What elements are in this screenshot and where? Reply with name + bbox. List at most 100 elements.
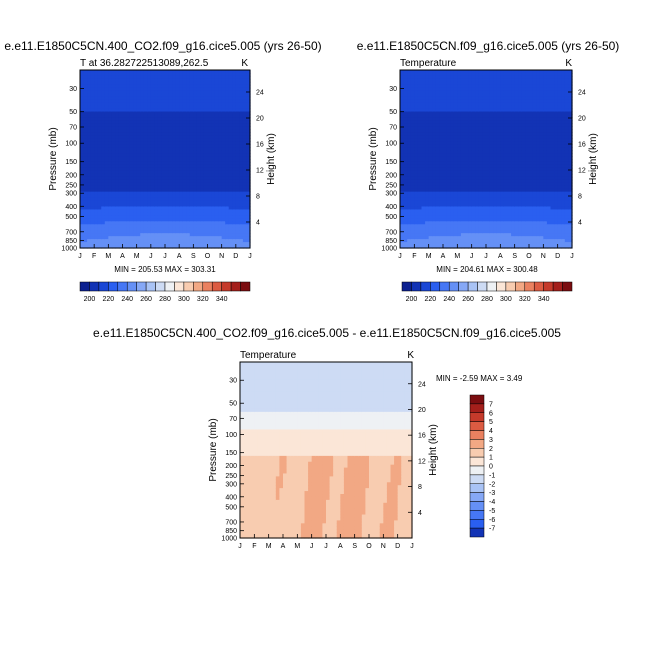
field-cell [133, 141, 138, 145]
field-cell [168, 239, 173, 243]
field-cell [90, 123, 95, 127]
field-cell [179, 120, 184, 124]
field-cell [101, 233, 106, 237]
field-cell [150, 153, 155, 157]
field-cell [80, 123, 85, 127]
field-cell [175, 147, 180, 151]
field-cell [154, 236, 159, 240]
field-cell [129, 203, 134, 208]
field-cell [165, 123, 170, 127]
field-cell [115, 221, 120, 225]
field-cell [161, 144, 166, 148]
field-cell [115, 159, 120, 163]
field-cell [111, 102, 117, 107]
field-cell [118, 245, 124, 249]
field-cell [101, 75, 106, 80]
field-cell [83, 197, 88, 202]
field-cell [122, 203, 127, 208]
field-cell [140, 126, 145, 130]
field-cell [172, 206, 177, 211]
field-cell [87, 129, 92, 133]
field-cell [175, 150, 180, 154]
field-cell [165, 84, 170, 89]
field-cell [172, 138, 177, 142]
field-cell [175, 135, 180, 139]
field-cell [97, 173, 102, 178]
field-cell [108, 99, 113, 104]
field-cell [115, 236, 120, 240]
field-cell [94, 236, 99, 240]
field-cell [157, 179, 163, 184]
field-cell [111, 90, 117, 95]
field-cell [147, 138, 152, 142]
field-cell [161, 239, 166, 243]
field-cell [108, 170, 113, 175]
field-cell [108, 218, 113, 222]
field-cell [111, 185, 117, 190]
field-cell [175, 215, 180, 219]
field-cell [165, 117, 170, 122]
field-cell [140, 70, 145, 74]
field-cell [94, 96, 99, 101]
field-cell [168, 114, 173, 119]
field-cell [126, 105, 131, 110]
field-cell [172, 96, 177, 101]
field-cell [129, 90, 134, 95]
field-cell [115, 150, 120, 154]
field-cell [101, 230, 106, 234]
field-cell [172, 90, 177, 95]
field-cell [108, 75, 113, 80]
field-cell [172, 215, 177, 219]
field-cell [115, 153, 120, 157]
panel-2: e.e11.E1850C5CN.f09_g16.cice5.005 (yrs 2… [357, 39, 620, 303]
field-cell [179, 126, 184, 130]
field-cell [140, 135, 145, 139]
field-cell [165, 141, 170, 145]
field-cell [80, 182, 85, 187]
field-cell [179, 200, 184, 205]
field-cell [101, 197, 106, 202]
field-cell [83, 179, 88, 184]
field-cell [157, 203, 163, 208]
field-cell [143, 224, 148, 228]
field-cell [154, 147, 159, 151]
field-cell [111, 176, 117, 181]
panel-1-minmax: MIN = 205.53 MAX = 303.31 [114, 265, 216, 274]
field-cell [108, 120, 113, 124]
field-cell [179, 188, 184, 193]
field-cell [80, 105, 85, 110]
field-cell [122, 164, 127, 169]
field-cell [87, 78, 92, 83]
y-tick-label: 500 [65, 214, 77, 221]
field-cell [108, 129, 113, 133]
field-cell [80, 84, 85, 89]
field-cell [90, 114, 95, 119]
field-cell [111, 78, 117, 83]
field-cell [154, 153, 159, 157]
field-cell [94, 245, 99, 249]
field-cell [80, 206, 85, 211]
field-cell [136, 138, 141, 142]
field-cell [126, 185, 131, 190]
field-cell [83, 144, 88, 148]
field-cell [129, 141, 134, 145]
field-cell [83, 150, 88, 154]
y-right-tick-label: 4 [256, 219, 260, 226]
field-cell [143, 78, 148, 83]
field-cell [129, 200, 134, 205]
field-cell [126, 230, 131, 234]
field-cell [133, 239, 138, 243]
field-cell [111, 212, 117, 216]
field-cell [115, 218, 120, 222]
field-cell [172, 221, 177, 225]
field-cell [168, 78, 173, 83]
field-cell [143, 182, 148, 187]
field-cell [136, 84, 141, 89]
field-cell [87, 93, 92, 98]
field-cell [83, 138, 88, 142]
field-cell [165, 147, 170, 151]
field-cell [175, 245, 180, 249]
field-cell [179, 75, 184, 80]
x-tick-label: A [177, 253, 182, 260]
field-cell [168, 176, 173, 181]
